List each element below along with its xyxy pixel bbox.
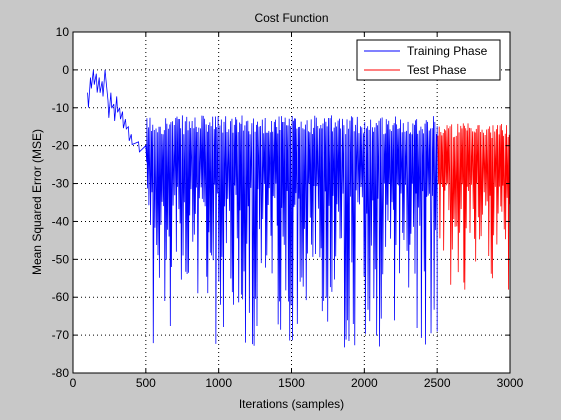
- x-tick-label: 1000: [205, 376, 232, 390]
- y-tick-label: 10: [56, 25, 70, 39]
- axis-ticks: [72, 31, 511, 374]
- x-tick-label: 0: [70, 376, 77, 390]
- y-tick-label: -80: [52, 366, 70, 380]
- legend-label-test: Test Phase: [407, 63, 467, 77]
- x-axis-label: Iterations (samples): [239, 397, 344, 411]
- legend-label-training: Training Phase: [407, 44, 488, 58]
- y-tick-label: -50: [52, 252, 70, 266]
- y-tick-label: -60: [52, 290, 70, 304]
- y-tick-label: -20: [52, 139, 70, 153]
- x-tick-labels: 0 500 1000 1500 2000 2500 3000: [70, 376, 524, 390]
- test-series-line: [437, 123, 511, 290]
- y-tick-label: 0: [62, 63, 69, 77]
- chart-title: Cost Function: [254, 11, 328, 25]
- y-axis-label: Mean Squared Error (MSE): [30, 129, 44, 275]
- x-tick-label: 500: [136, 376, 156, 390]
- y-tick-labels: 10 0 -10 -20 -30 -40 -50 -60 -70 -80: [52, 25, 70, 380]
- training-line-path: [87, 69, 438, 348]
- x-tick-label: 2000: [351, 376, 378, 390]
- x-tick-label: 1500: [278, 376, 305, 390]
- x-tick-label: 2500: [424, 376, 451, 390]
- legend-box: [356, 39, 501, 81]
- y-tick-label: -40: [52, 214, 70, 228]
- y-tick-label: -10: [52, 101, 70, 115]
- x-tick-label: 3000: [497, 376, 524, 390]
- y-tick-label: -30: [52, 177, 70, 191]
- test-line-path: [437, 123, 511, 290]
- legend: Training Phase Test Phase: [356, 39, 501, 81]
- y-tick-label: -70: [52, 328, 70, 342]
- training-series-line: [87, 69, 438, 348]
